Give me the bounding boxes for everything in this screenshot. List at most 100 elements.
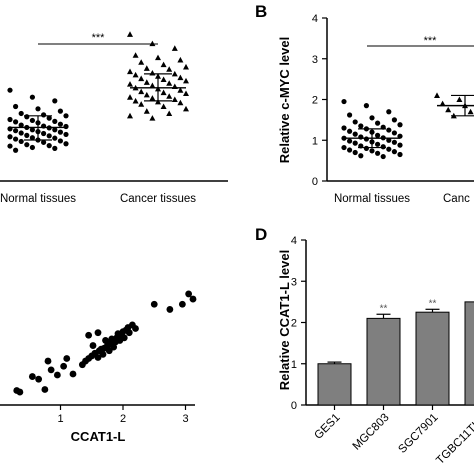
panel-a-point-1-40 [160,103,167,110]
panel-b-point-0-17 [352,131,358,137]
panel-a-point-0-3 [13,103,19,110]
panel-a-point-1-36 [132,97,139,104]
panel-a-point-0-6 [18,110,24,117]
panel-a-significance: *** [92,32,106,44]
panel-b: B Relative c-MYC level 0 1 2 3 4 *** Normal … [255,2,474,205]
panel-d-ytick-label-0: 0 [291,400,297,412]
panel-c-point-41 [94,329,102,337]
panel-a-point-0-41 [63,141,69,147]
panel-c-point-40 [85,331,93,339]
panel-c-point-37 [125,329,133,337]
panel-a-point-0-19 [63,123,69,130]
panel-a-point-1-18 [160,76,167,83]
panel-b-point-0-35 [386,146,392,152]
panel-b-point-0-34 [363,145,369,151]
panel-a-point-1-3 [132,52,139,58]
panel-a-point-1-17 [138,75,145,82]
panel-a-point-0-12 [29,117,35,124]
panel-b-point-1-7 [467,108,474,115]
panel-b-point-0-23 [363,136,369,142]
panel-a-point-0-17 [18,122,24,128]
panel-a-point-1-13 [171,70,178,77]
panel-a-point-1-19 [183,77,189,84]
panel-c-xtick-label-0: 1 [57,413,63,425]
panel-a-point-0-44 [7,143,13,149]
panel-a-point-1-38 [177,99,184,106]
panel-a-point-1-6 [138,59,145,65]
panel-a-point-0-32 [46,133,52,139]
panel-c-point-34 [120,334,128,342]
panel-b-xtick-normal: Normal tissues [334,193,410,205]
panel-b-point-0-30 [397,142,403,148]
panel-b-point-0-28 [352,140,358,146]
panel-c-point-46 [189,295,197,303]
panel-c-point-4 [41,386,49,393]
panel-a-point-0-46 [52,145,58,151]
panel-b-point-0-41 [397,151,403,158]
panel-b-point-0-1 [363,103,369,109]
panel-a-point-1-11 [127,68,133,75]
panel-d-ylabel: Relative CCAT1-L level [277,250,292,390]
panel-c-point-22 [102,337,109,344]
panel-a-point-0-23 [29,127,35,133]
panel-a-point-1-28 [138,88,145,95]
panel-a-point-1-45 [149,115,156,121]
panel-a-point-1-20 [143,79,150,85]
panel-b-point-0-36 [347,147,353,153]
panel-a-point-0-35 [52,135,58,141]
panel-c: 1 2 3 CCAT1-L [0,290,197,444]
panel-a-point-0-7 [41,112,47,118]
panel-b-point-0-40 [375,150,381,156]
panel-d-xtick-label-2: SGC7901 [396,412,440,456]
panel-a-point-0-4 [35,106,41,112]
panel-a-point-0-25 [13,128,19,134]
panel-a-point-0-29 [41,130,47,137]
panel-d-bar-3 [464,301,474,406]
panel-a-point-0-14 [13,119,19,125]
panel-b-significance: *** [424,35,438,47]
panel-c-point-39 [132,325,139,332]
panel-b-point-1-1 [456,96,463,103]
panel-c-point-15 [89,342,97,349]
panel-b-point-0-32 [380,144,386,150]
panel-d-significance-1: ** [380,303,388,314]
panel-c-xlabel: CCAT1-L [71,429,126,444]
panel-c-point-20 [99,350,107,358]
panel-a-point-1-30 [183,90,189,96]
panel-a-point-0-30 [63,131,69,138]
panel-a-point-1-7 [160,61,167,68]
panel-a-point-1-27 [177,87,184,93]
panel-b-point-0-0 [341,98,347,105]
panel-a-point-0-28 [18,130,24,136]
panel-a-xtick-normal: Normal tissues [0,193,76,205]
panel-a-point-1-32 [166,93,173,99]
panel-b-ytick-label-4: 4 [312,13,318,25]
panel-b-ytick-label-3: 3 [312,54,318,66]
panel-b-ytick-label-0: 0 [312,176,318,188]
panel-d-letter: D [255,225,267,244]
panel-d-ytick-label-1: 1 [291,359,297,371]
panel-b-point-0-11 [341,125,347,131]
panel-a-point-1-21 [166,80,173,86]
panel-a-point-0-31 [24,132,30,138]
panel-d-xtick-label-1: MGC803 [351,412,392,453]
panel-a-point-0-27 [57,129,64,135]
panel-b-point-0-39 [352,149,358,156]
panel-d-ytick-label-2: 2 [291,318,297,330]
panel-b-ytick-label-2: 2 [312,95,318,107]
panel-b-point-1-0 [434,92,440,98]
panel-b-ylabel: Relative c-MYC level [277,37,292,163]
panel-a-point-0-9 [24,114,30,120]
panel-c-point-45 [185,290,193,298]
panel-a-point-0-33 [7,134,13,140]
panel-a-point-0-43 [46,143,52,149]
panel-a-point-1-9 [143,65,150,71]
panel-c-point-6 [47,366,55,374]
panel-a-point-1-1 [149,40,156,47]
panel-b-point-0-33 [341,144,347,151]
panel-a-point-1-22 [127,81,133,87]
panel-b-point-1-3 [439,100,446,107]
panel-b-point-0-5 [391,117,397,123]
